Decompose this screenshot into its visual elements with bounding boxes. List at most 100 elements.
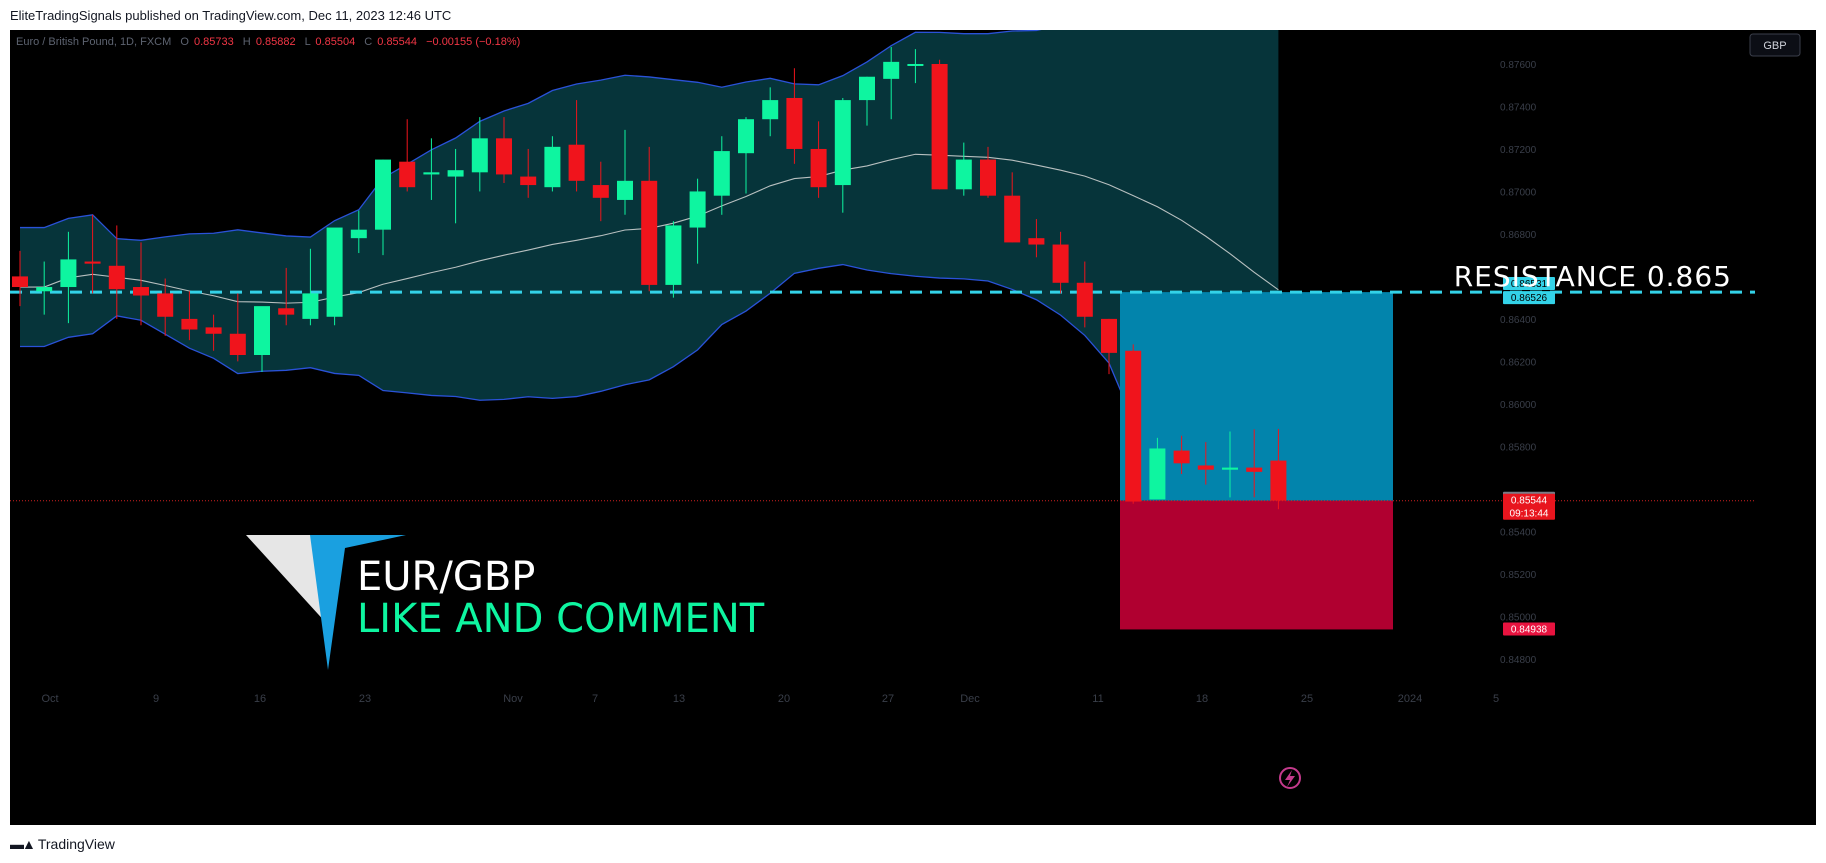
price-tags: 0.865310.865260.855530.8554409:13:440.84…: [1503, 277, 1555, 636]
candle: [1173, 435, 1190, 474]
candle-body: [181, 318, 198, 330]
bollinger-lower: [20, 263, 1279, 614]
price-tag-bg: [1503, 493, 1555, 520]
candle: [1246, 429, 1263, 498]
price-tag: 0.85544 09:13:44: [1503, 493, 1555, 520]
price-tick-label: 0.87000: [1500, 187, 1537, 198]
candle: [592, 161, 609, 222]
candle-body: [762, 100, 779, 120]
price-tag-countdown: 09:13:44: [1510, 509, 1549, 520]
candle-body: [592, 185, 609, 198]
candle-body: [665, 225, 682, 285]
candle-body: [834, 100, 851, 186]
candle-body: [1222, 467, 1238, 470]
candle-body: [641, 180, 658, 285]
candle-body: [399, 161, 416, 188]
candle: [84, 214, 101, 294]
time-tick-label: 7: [592, 693, 598, 705]
candle: [229, 293, 246, 362]
resistance-annotation: RESISTANCE 0.865: [1454, 260, 1732, 293]
candle-body: [1270, 460, 1287, 501]
candle-body: [278, 308, 295, 315]
candle: [810, 121, 827, 198]
candle: [1149, 437, 1166, 500]
price-tick-label: 0.86200: [1500, 357, 1537, 368]
time-tick-label: Oct: [41, 693, 58, 705]
candle: [60, 231, 77, 324]
legend-symbol: Euro / British Pound, 1D, FXCM: [16, 36, 171, 48]
time-tick-label: Nov: [503, 693, 523, 705]
candle: [375, 159, 391, 256]
price-tag-label: 0.86531: [1511, 279, 1548, 290]
candle-body: [60, 259, 77, 288]
legend-high: 0.85882: [256, 36, 296, 48]
candle-body: [326, 227, 343, 317]
candle-body: [931, 63, 948, 190]
candle-body: [302, 293, 319, 319]
candle: [665, 221, 682, 298]
candle: [496, 117, 512, 183]
legend-change: −0.00155 (−0.18%): [426, 36, 520, 48]
time-tick-label: 23: [359, 693, 371, 705]
candle: [12, 250, 28, 307]
candle-body: [689, 191, 706, 228]
candle-body: [1028, 238, 1045, 245]
candle-body: [1173, 450, 1190, 464]
candle-body: [12, 276, 28, 288]
legend-close-label: C: [364, 36, 372, 48]
candle-body: [1004, 195, 1021, 243]
time-tick-label: 11: [1092, 693, 1103, 705]
candle-body: [568, 144, 585, 181]
candle-body: [1197, 465, 1214, 470]
candle-body: [375, 159, 391, 230]
price-tag: 0.86526: [1503, 291, 1555, 305]
candle: [762, 87, 779, 137]
candle-body: [713, 151, 730, 196]
candle: [955, 142, 972, 196]
price-tick-label: 0.87600: [1500, 60, 1537, 71]
publisher-credit: EliteTradingSignals published on Trading…: [10, 8, 452, 23]
legend-low-label: L: [305, 36, 311, 48]
candle-body: [1149, 448, 1166, 500]
price-tick-label: 0.85800: [1500, 442, 1537, 453]
currency-button[interactable]: GBP: [1749, 33, 1801, 57]
tradingview-logo[interactable]: ▬▲ TradingView: [10, 836, 115, 852]
price-tick-label: 0.86000: [1500, 400, 1537, 411]
candle: [713, 136, 730, 215]
candle: [786, 68, 803, 164]
candle: [302, 248, 319, 326]
legend-close: 0.85544: [377, 36, 417, 48]
price-tick-label: 0.85400: [1500, 527, 1537, 538]
chart-frame[interactable]: 0.87600 0.87400 0.87200 0.87000 0.86800 0.864…: [10, 30, 1816, 825]
candle: [350, 210, 367, 254]
candle: [689, 178, 706, 264]
candle-body: [1076, 282, 1093, 317]
candle-body: [907, 63, 924, 66]
candle-body: [84, 261, 101, 264]
candle: [834, 97, 851, 213]
candle-body: [738, 119, 754, 154]
lightning-icon[interactable]: [1279, 767, 1301, 789]
bollinger-upper: [20, 30, 1042, 241]
candle: [738, 117, 754, 194]
candlestick-chart[interactable]: 0.87600 0.87400 0.87200 0.87000 0.86800 0.864…: [10, 30, 1816, 825]
candle-body: [810, 148, 827, 188]
candle: [157, 278, 174, 336]
candle: [278, 267, 295, 326]
candle-body: [133, 287, 149, 296]
candle: [883, 46, 900, 120]
time-axis: Oct 9 16 23 Nov 7 13 20 27 Dec 11 18 25 2024 5: [41, 693, 1499, 705]
candle-body: [36, 287, 53, 292]
candle-body: [1246, 467, 1263, 472]
time-tick-label: 25: [1301, 693, 1313, 705]
candle-body: [955, 159, 972, 190]
candle: [1076, 261, 1093, 328]
candle: [133, 242, 149, 326]
candle: [181, 291, 198, 341]
price-tick-label: 0.86800: [1500, 230, 1537, 241]
candle: [1101, 318, 1117, 375]
legend-open: 0.85733: [194, 36, 234, 48]
candle-body: [108, 265, 125, 290]
candle-body: [496, 138, 512, 175]
candle: [641, 146, 658, 292]
